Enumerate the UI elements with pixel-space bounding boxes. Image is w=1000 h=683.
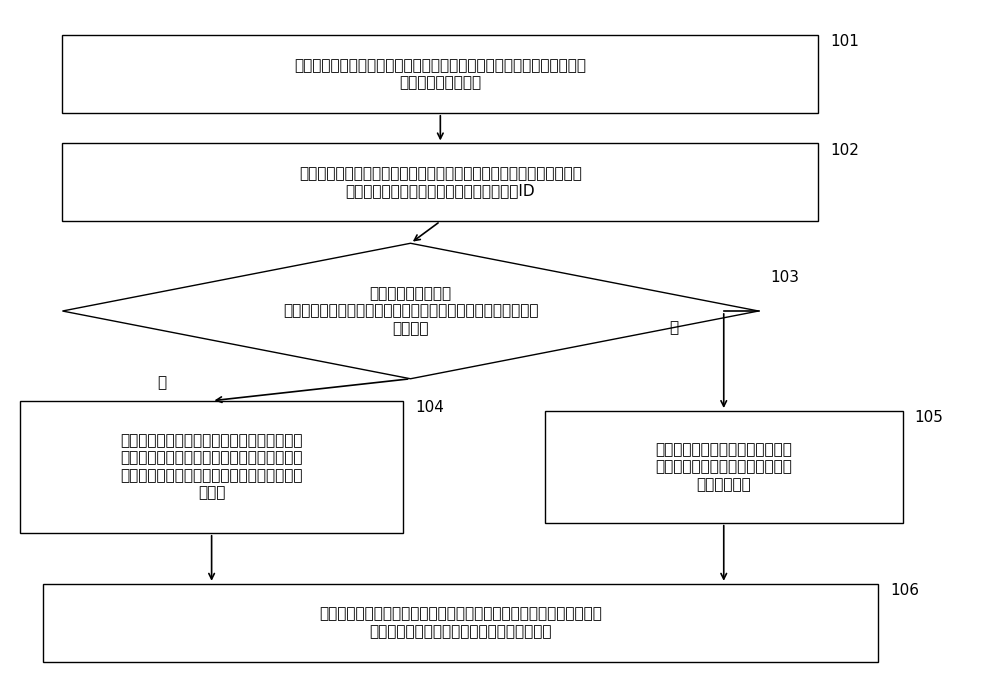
Text: 确定与所述至少两个标签分别对应的各第二相
邻节点，并根据所述数据节点与所述各第二相
邻节点间的相似性度量值，确定所述数据节点
的标签: 确定与所述至少两个标签分别对应的各第二相 邻节点，并根据所述数据节点与所述各第二…	[120, 433, 303, 501]
Bar	[20, 401, 403, 533]
Text: 是: 是	[157, 376, 166, 391]
Text: 根据所述出现次数，
确定所述各第一相邻节点的标签中是否存在出现次数相同的至少
两个标签: 根据所述出现次数， 确定所述各第一相邻节点的标签中是否存在出现次数相同的至少 两…	[283, 286, 538, 336]
Text: 根据所述各第一相邻节点的标签，获得每个所述标签在所述各第一相邻
节点中的出现次数，所述标签包括节点标识ID: 根据所述各第一相邻节点的标签，获得每个所述标签在所述各第一相邻 节点中的出现次数…	[299, 166, 582, 199]
Text: 105: 105	[915, 410, 944, 426]
Text: 104: 104	[415, 400, 444, 415]
Text: 101: 101	[830, 34, 859, 49]
Text: 否: 否	[669, 320, 679, 335]
Bar	[43, 584, 878, 662]
Text: 将所述待处理数据中具有同一标签的数据节点划分到同一社区，并将属
于同一社区的数据节点存储在同一处理主机中: 将所述待处理数据中具有同一标签的数据节点划分到同一社区，并将属 于同一社区的数据…	[319, 607, 602, 639]
Bar	[545, 411, 903, 522]
Text: 102: 102	[830, 143, 859, 158]
Text: 确定所述数据节点的标签与所述各
第一相邻节点的标签中出现次数最
多的标签相同: 确定所述数据节点的标签与所述各 第一相邻节点的标签中出现次数最 多的标签相同	[655, 442, 792, 492]
Polygon shape	[62, 243, 759, 379]
Bar	[62, 143, 818, 221]
Text: 103: 103	[770, 270, 799, 285]
Bar	[62, 35, 818, 113]
Text: 106: 106	[890, 583, 919, 598]
Text: 根据预设算法，确定待处理数据中的每个数据节点与自身的各第一相邻节
点间的相似性度量值: 根据预设算法，确定待处理数据中的每个数据节点与自身的各第一相邻节 点间的相似性度…	[294, 57, 586, 90]
